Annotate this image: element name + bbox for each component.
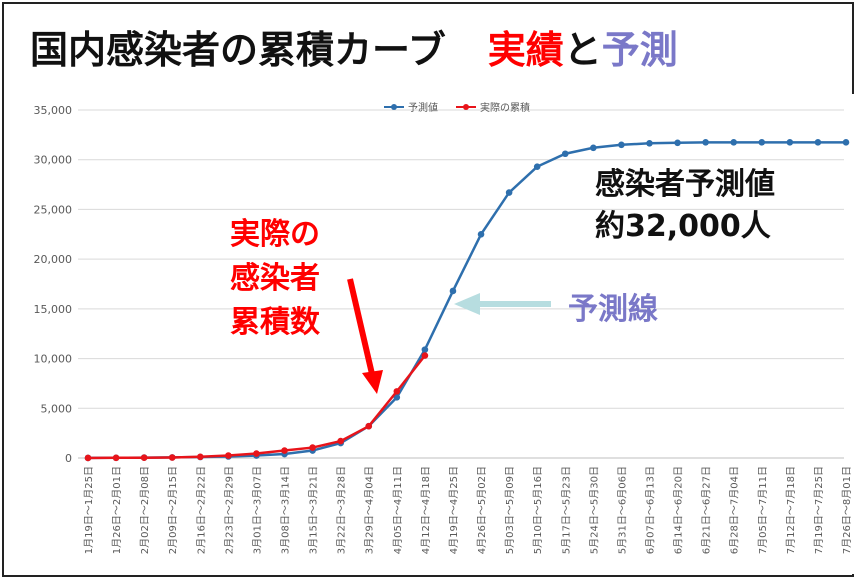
title-main: 国内感染者の累積カーブ	[30, 28, 446, 72]
x-tick-label: 6月28日～7月04日	[729, 466, 741, 554]
x-tick-label: 3月22日～3月28日	[336, 466, 348, 554]
data-point	[561, 150, 569, 158]
x-tick-label: 5月10日～5月16日	[532, 466, 544, 554]
x-tick-label: 6月21日～6月27日	[701, 466, 713, 554]
x-tick-label: 6月14日～6月20日	[673, 466, 685, 554]
data-point	[112, 454, 120, 462]
x-tick-label: 2月02日～2月08日	[139, 466, 151, 554]
title-jisseki: 実績	[487, 28, 564, 72]
x-tick-label: 3月29日～4月04日	[364, 466, 376, 554]
y-tick-label: 5,000	[41, 402, 73, 415]
data-point	[281, 447, 288, 454]
data-point	[84, 454, 92, 462]
x-tick-label: 2月16日～2月22日	[195, 466, 207, 554]
y-tick-label: 30,000	[34, 154, 73, 167]
data-point	[730, 139, 738, 146]
data-point	[393, 394, 401, 401]
data-point	[309, 444, 316, 451]
x-tick-label: 4月05日～4月11日	[392, 466, 404, 554]
x-tick-label: 5月17日～5月23日	[560, 466, 572, 554]
x-tick-label: 3月15日～3月21日	[308, 466, 320, 554]
data-point	[842, 139, 850, 146]
data-point	[674, 139, 681, 147]
x-tick-label: 5月24日～5月30日	[588, 466, 600, 554]
x-tick-label: 3月01日～3月07日	[251, 466, 263, 554]
actual-label-line1: 実際の	[230, 217, 320, 252]
actual-label-line3: 累積数	[230, 305, 321, 340]
x-tick-label: 7月05日～7月11日	[757, 466, 769, 554]
data-point	[758, 139, 766, 146]
title-to: と	[563, 28, 602, 72]
data-point	[393, 388, 401, 395]
forecast-line-label: 予測線	[568, 292, 658, 327]
data-point	[505, 189, 513, 196]
y-tick-label: 35,000	[34, 104, 73, 117]
data-point	[421, 352, 429, 359]
x-tick-label: 5月31日～6月06日	[616, 466, 628, 554]
x-tick-label: 7月19日～7月25日	[813, 466, 825, 554]
data-point	[590, 144, 597, 152]
legend-marker	[391, 104, 397, 110]
forecast-value-line1: 感染者予測値	[595, 167, 775, 202]
data-point	[786, 139, 794, 146]
data-point	[365, 422, 373, 430]
y-tick-label: 15,000	[34, 303, 73, 316]
x-tick-label: 2月09日～2月15日	[167, 466, 179, 554]
y-tick-label: 25,000	[34, 203, 73, 216]
slide-title: 国内感染者の累積カーブ 実績と予測	[30, 20, 830, 80]
data-point	[337, 437, 344, 445]
data-point	[196, 453, 204, 461]
x-tick-label: 7月26日～8月01日	[841, 466, 853, 554]
cyan-arrow	[454, 293, 551, 315]
data-point	[253, 450, 260, 457]
legend-label: 実際の累積	[480, 101, 530, 114]
x-tick-label: 5月03日～5月09日	[504, 466, 516, 554]
data-point	[477, 230, 485, 238]
forecast-value-line2: 約32,000人	[595, 209, 771, 244]
title-yosoku: 予測	[601, 28, 678, 72]
data-point	[618, 141, 625, 149]
x-tick-label: 4月12日～4月18日	[420, 466, 432, 554]
data-point	[449, 287, 457, 295]
legend-marker	[463, 104, 469, 110]
data-point	[421, 346, 429, 353]
x-tick-label: 1月26日～2月01日	[111, 466, 123, 554]
data-point	[646, 140, 653, 147]
data-point	[140, 454, 148, 462]
actual-label-line2: 感染者	[230, 261, 320, 296]
legend-label: 予測値	[408, 101, 438, 114]
x-tick-label: 6月07日～6月13日	[644, 466, 656, 554]
x-tick-label: 3月08日～3月14日	[280, 466, 292, 554]
data-point	[533, 163, 541, 170]
x-tick-label: 4月26日～5月02日	[476, 466, 488, 554]
data-point	[225, 452, 232, 459]
line-chart: 0 5,000 10,000 15,000 20,000 25,000 30,000 35,0…	[8, 94, 854, 574]
red-arrow	[347, 278, 383, 394]
data-point	[702, 139, 709, 146]
data-point	[814, 139, 822, 146]
x-tick-label: 7月12日～7月18日	[785, 466, 797, 554]
y-tick-label: 10,000	[34, 353, 73, 366]
x-tick-label: 1月19日～1月25日	[83, 466, 95, 554]
x-tick-label: 4月19日～4月25日	[448, 466, 460, 554]
x-tick-label: 2月23日～2月29日	[223, 466, 235, 554]
y-tick-label: 20,000	[34, 253, 73, 266]
y-tick-label: 0	[65, 452, 72, 465]
data-point	[168, 454, 176, 461]
